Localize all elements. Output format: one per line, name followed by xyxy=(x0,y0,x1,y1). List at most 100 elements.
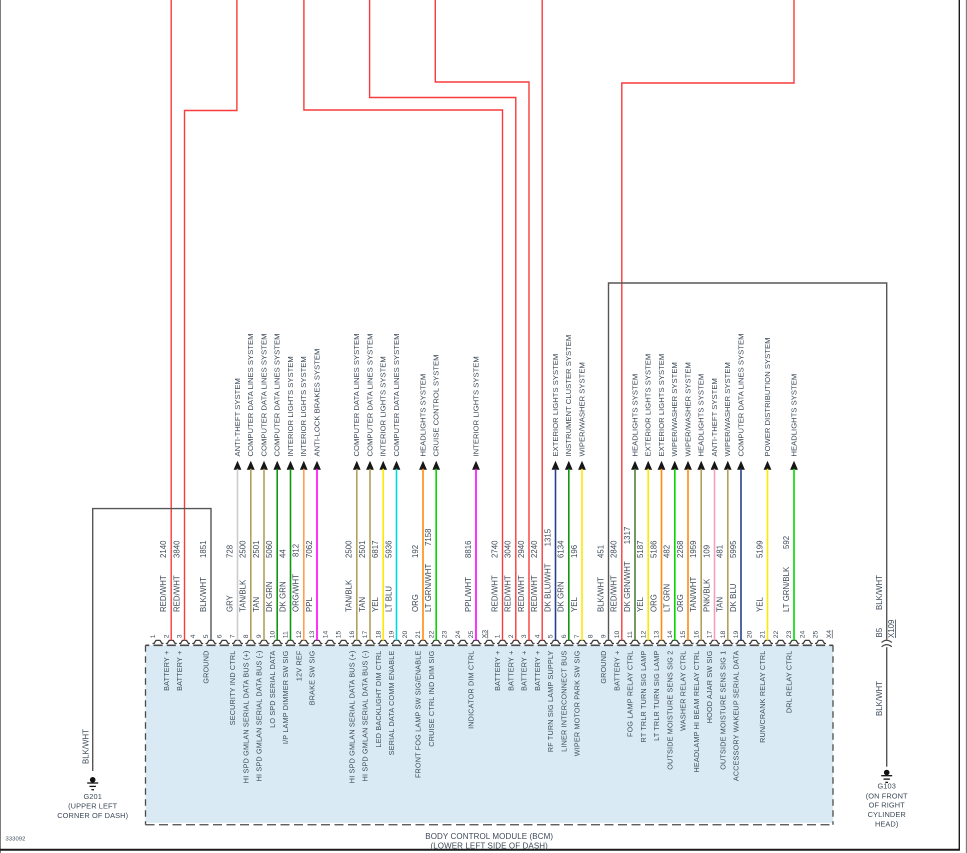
svg-text:2501: 2501 xyxy=(358,540,367,558)
svg-text:5186: 5186 xyxy=(649,540,658,558)
svg-text:YEL: YEL xyxy=(371,596,380,612)
svg-text:22: 22 xyxy=(773,630,780,638)
svg-text:RED/WHT: RED/WHT xyxy=(610,575,619,612)
svg-text:8: 8 xyxy=(587,634,594,638)
svg-text:GRY: GRY xyxy=(225,594,234,612)
svg-text:20: 20 xyxy=(746,630,753,638)
svg-text:LT GRN: LT GRN xyxy=(663,584,672,612)
svg-text:WIPER MOTOR PARK SW SIG: WIPER MOTOR PARK SW SIG xyxy=(573,650,582,756)
svg-text:1: 1 xyxy=(495,634,502,638)
svg-text:3840: 3840 xyxy=(172,540,181,558)
svg-text:12: 12 xyxy=(296,630,303,638)
svg-text:INSTRUMENT CLUSTER SYSTEM: INSTRUMENT CLUSTER SYSTEM xyxy=(564,335,573,457)
svg-text:BLK/WHT: BLK/WHT xyxy=(875,681,884,716)
svg-text:PNK/BLK: PNK/BLK xyxy=(702,578,711,612)
svg-text:BATTERY +: BATTERY + xyxy=(506,651,515,691)
svg-text:HEADLIGHTS SYSTEM: HEADLIGHTS SYSTEM xyxy=(630,374,639,457)
svg-text:13: 13 xyxy=(309,630,316,638)
svg-text:LT GRN/WHT: LT GRN/WHT xyxy=(424,564,433,612)
svg-text:1959: 1959 xyxy=(689,540,698,558)
svg-text:21: 21 xyxy=(760,630,767,638)
svg-text:2500: 2500 xyxy=(239,540,248,558)
svg-text:10: 10 xyxy=(614,630,621,638)
svg-text:X3: X3 xyxy=(481,630,488,639)
svg-text:592: 592 xyxy=(782,536,791,549)
svg-text:2501: 2501 xyxy=(252,540,261,558)
svg-text:HI SPD GMLAN SERIAL DATA BUS (: HI SPD GMLAN SERIAL DATA BUS (+) xyxy=(241,651,250,784)
svg-text:6817: 6817 xyxy=(371,540,380,558)
svg-text:HI SPD GMLAN SERIAL DATA BUS (: HI SPD GMLAN SERIAL DATA BUS (+) xyxy=(347,651,356,784)
svg-text:SERIAL DATA COMM ENABLE: SERIAL DATA COMM ENABLE xyxy=(387,650,396,755)
svg-text:G103: G103 xyxy=(877,782,895,791)
svg-text:COMPUTER DATA LINES SYSTEM: COMPUTER DATA LINES SYSTEM xyxy=(246,334,255,457)
svg-text:DK BLU: DK BLU xyxy=(729,583,738,612)
svg-text:INTERIOR LIGHTS SYSTEM: INTERIOR LIGHTS SYSTEM xyxy=(471,356,480,456)
svg-text:COMPUTER DATA LINES SYSTEM: COMPUTER DATA LINES SYSTEM xyxy=(352,334,361,457)
svg-text:PPL: PPL xyxy=(305,596,314,612)
svg-text:CRUISE CTRL IND DIM SIG: CRUISE CTRL IND DIM SIG xyxy=(427,650,436,746)
svg-text:44: 44 xyxy=(278,549,287,558)
svg-text:HI SPD GMLAN SERIAL DATA BUS (: HI SPD GMLAN SERIAL DATA BUS (-) xyxy=(361,651,370,782)
svg-text:12V REF: 12V REF xyxy=(294,650,303,681)
svg-text:21: 21 xyxy=(415,630,422,638)
svg-text:GROUND: GROUND xyxy=(202,651,211,684)
svg-text:25: 25 xyxy=(813,630,820,638)
svg-text:BATTERY +: BATTERY + xyxy=(162,651,171,691)
svg-text:24: 24 xyxy=(799,630,806,638)
svg-text:2: 2 xyxy=(163,634,170,638)
svg-text:25: 25 xyxy=(468,630,475,638)
svg-text:8816: 8816 xyxy=(464,540,473,558)
svg-text:11: 11 xyxy=(627,631,634,638)
svg-text:COMPUTER DATA LINES SYSTEM: COMPUTER DATA LINES SYSTEM xyxy=(736,334,745,457)
svg-text:13: 13 xyxy=(654,630,661,638)
svg-text:BRAKE SW SIG: BRAKE SW SIG xyxy=(308,650,317,705)
svg-text:10: 10 xyxy=(269,630,276,638)
svg-text:ANTI-LOCK BRAKES SYSTEM: ANTI-LOCK BRAKES SYSTEM xyxy=(312,349,321,457)
svg-text:BATTERY +: BATTERY + xyxy=(533,651,542,691)
svg-text:451: 451 xyxy=(596,545,605,558)
svg-text:INTERIOR LIGHTS SYSTEM: INTERIOR LIGHTS SYSTEM xyxy=(286,356,295,456)
svg-text:WIPER/WASHER SYSTEM: WIPER/WASHER SYSTEM xyxy=(670,362,679,456)
svg-text:23: 23 xyxy=(786,630,793,638)
svg-text:3: 3 xyxy=(177,634,184,638)
svg-text:X109: X109 xyxy=(887,620,896,638)
svg-text:6: 6 xyxy=(561,634,568,638)
svg-text:BATTERY +: BATTERY + xyxy=(520,651,529,691)
svg-text:G201: G201 xyxy=(83,792,101,801)
svg-text:ORG: ORG xyxy=(676,594,685,612)
svg-text:18: 18 xyxy=(375,630,382,638)
svg-text:11: 11 xyxy=(283,631,290,638)
svg-text:2: 2 xyxy=(508,634,515,638)
svg-text:1851: 1851 xyxy=(199,540,208,558)
svg-text:RED/WHT: RED/WHT xyxy=(159,575,168,612)
svg-text:OUTSIDE MOISTURE SENS SIG 1: OUTSIDE MOISTURE SENS SIG 1 xyxy=(718,651,727,770)
svg-text:TAN/WHT: TAN/WHT xyxy=(689,577,698,612)
svg-text:192: 192 xyxy=(411,545,420,558)
svg-text:481: 481 xyxy=(716,545,725,558)
svg-text:19: 19 xyxy=(733,630,740,638)
svg-text:18: 18 xyxy=(720,630,727,638)
svg-text:LT TRLR TURN SIG LAMP: LT TRLR TURN SIG LAMP xyxy=(652,651,661,741)
svg-text:5187: 5187 xyxy=(636,540,645,558)
svg-text:333092: 333092 xyxy=(6,837,26,843)
svg-text:RED/WHT: RED/WHT xyxy=(172,575,181,612)
svg-text:3040: 3040 xyxy=(504,540,513,558)
svg-text:16: 16 xyxy=(349,630,356,638)
svg-text:24: 24 xyxy=(455,630,462,638)
svg-text:12: 12 xyxy=(640,630,647,638)
svg-text:COMPUTER DATA LINES SYSTEM: COMPUTER DATA LINES SYSTEM xyxy=(365,334,374,457)
svg-text:YEL: YEL xyxy=(570,596,579,612)
svg-text:SECURITY IND CTRL: SECURITY IND CTRL xyxy=(228,651,237,726)
svg-text:482: 482 xyxy=(663,545,672,558)
svg-text:WASHER RELAY CTRL: WASHER RELAY CTRL xyxy=(679,651,688,731)
svg-text:DK GRN: DK GRN xyxy=(557,581,566,612)
svg-text:LT BLU: LT BLU xyxy=(384,586,393,612)
svg-text:ORG: ORG xyxy=(649,594,658,612)
svg-text:INDICATOR DIM CTRL: INDICATOR DIM CTRL xyxy=(467,651,476,729)
svg-text:BLK/WHT: BLK/WHT xyxy=(81,729,90,764)
svg-text:16: 16 xyxy=(693,630,700,638)
svg-text:ORG: ORG xyxy=(411,594,420,612)
svg-text:109: 109 xyxy=(702,545,711,558)
svg-text:CYLINDER: CYLINDER xyxy=(868,810,906,819)
svg-text:INTERIOR LIGHTS SYSTEM: INTERIOR LIGHTS SYSTEM xyxy=(379,356,388,456)
